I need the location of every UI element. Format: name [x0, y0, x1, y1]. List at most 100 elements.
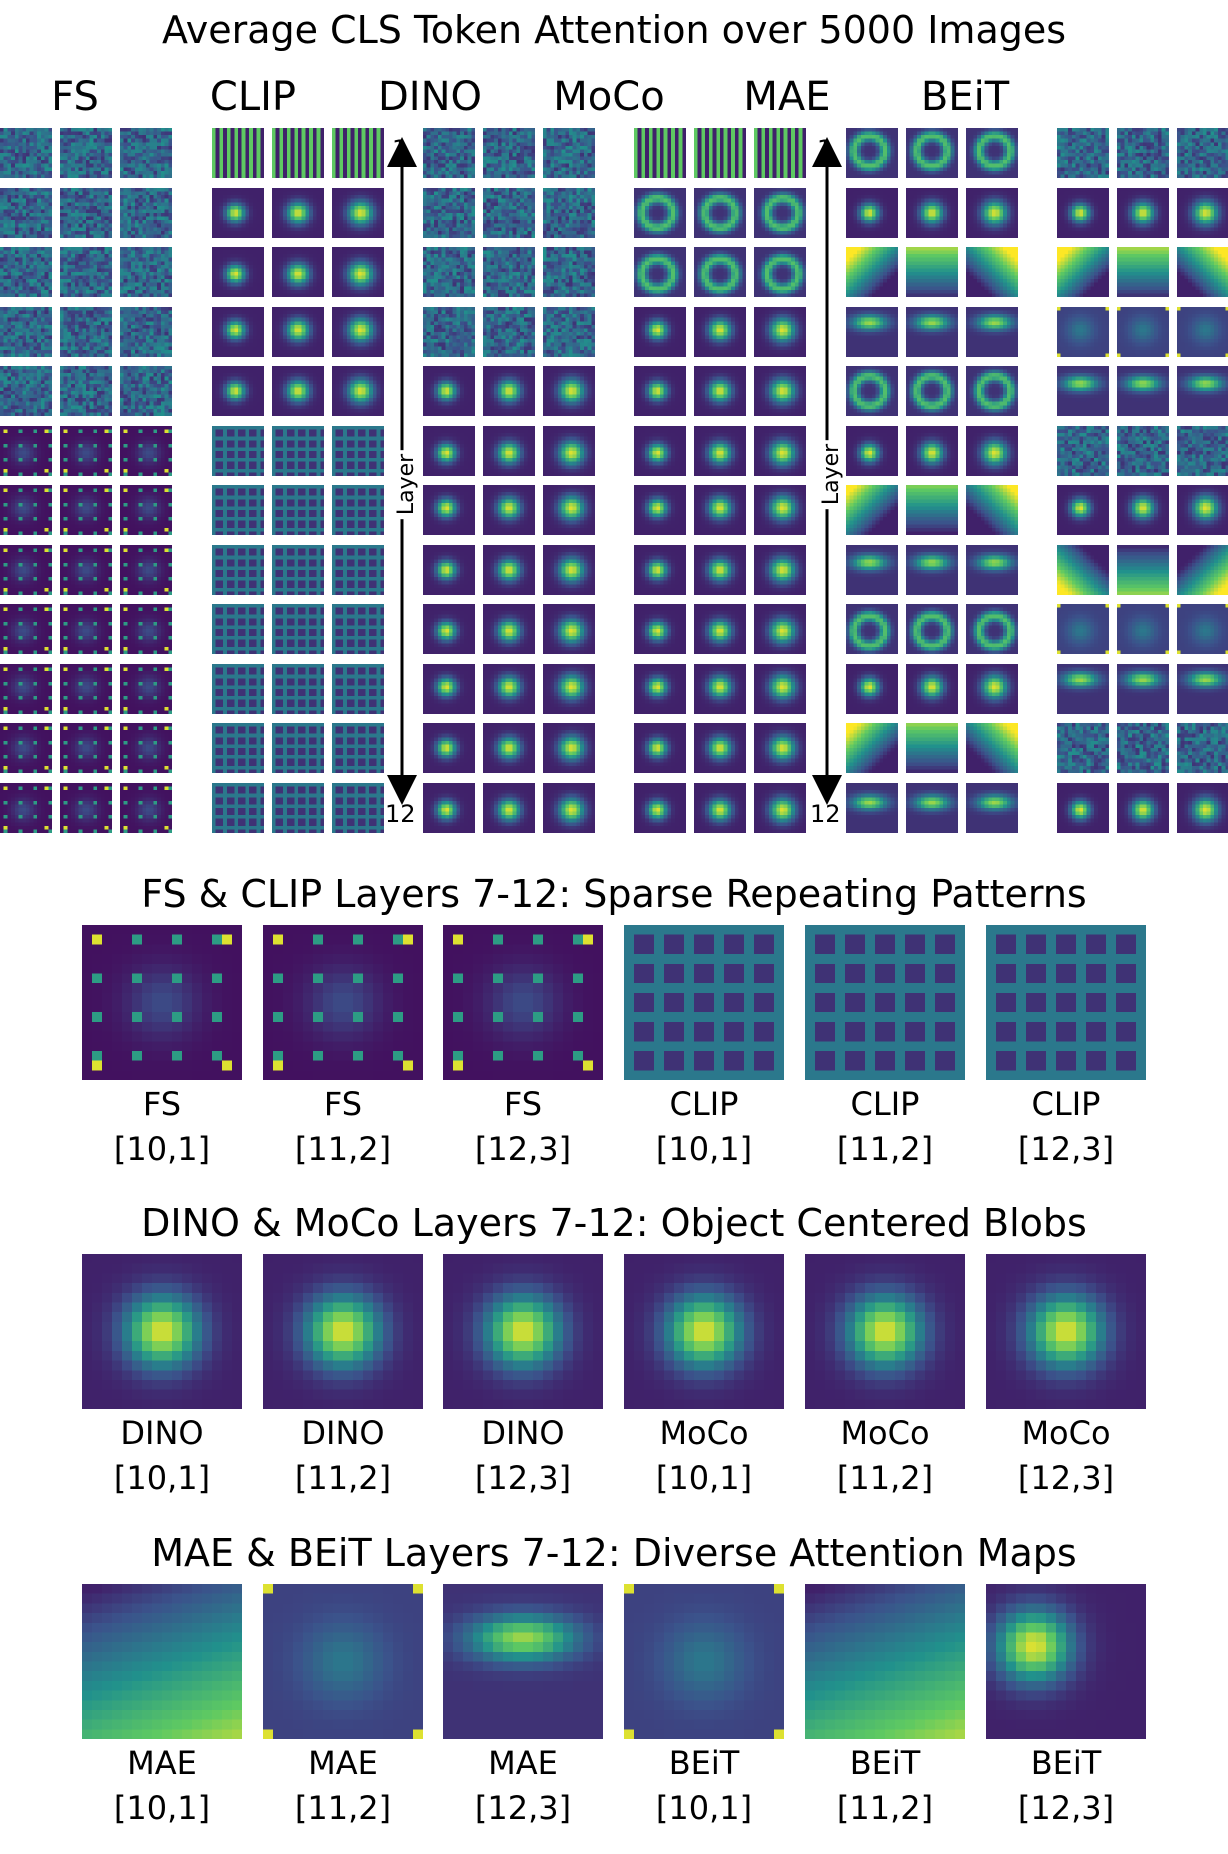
section2-heatmap-2	[263, 1254, 423, 1409]
heatmap-clip-layer10-head1	[212, 663, 264, 714]
section3-heatmap-2	[263, 1584, 423, 1739]
heatmap-moco-layer11-head3	[754, 723, 806, 773]
heatmap-dino-layer11-head3	[543, 723, 595, 773]
section2-heatmap-3	[443, 1254, 603, 1409]
heatmap-dino-layer6-head3	[543, 425, 595, 476]
heatmap-dino-layer1-head1	[423, 128, 475, 178]
heatmap-mae-layer3-head3	[966, 247, 1018, 297]
layer-axis-label-right: Layer	[819, 439, 845, 510]
heatmap-fs-layer9-head3	[120, 604, 172, 654]
heatmap-mae-layer10-head3	[966, 663, 1018, 714]
heatmap-clip-layer6-head2	[272, 425, 324, 476]
heatmap-moco-layer8-head2	[694, 544, 746, 595]
section1-caption-index-2: [11,2]	[263, 1130, 423, 1168]
heatmap-dino-layer2-head2	[483, 187, 535, 238]
heatmap-clip-layer9-head3	[332, 604, 384, 654]
heatmap-clip-layer10-head3	[332, 663, 384, 714]
heatmap-beit-layer8-head2	[1117, 544, 1169, 595]
heatmap-dino-layer4-head2	[483, 306, 535, 357]
section3-caption-model-4: BEiT	[624, 1744, 784, 1782]
heatmap-beit-layer2-head1	[1057, 187, 1109, 238]
heatmap-beit-layer5-head1	[1057, 366, 1109, 416]
heatmap-moco-layer12-head3	[754, 782, 806, 833]
heatmap-mae-layer3-head1	[846, 247, 898, 297]
heatmap-clip-layer1-head3	[332, 128, 384, 178]
section1-caption-model-2: FS	[263, 1085, 423, 1123]
heatmap-clip-layer8-head3	[332, 544, 384, 595]
heatmap-moco-layer12-head1	[634, 782, 686, 833]
heatmap-beit-layer6-head3	[1177, 425, 1228, 476]
section3-caption-model-3: MAE	[443, 1744, 603, 1782]
section3-caption-index-6: [12,3]	[986, 1789, 1146, 1827]
heatmap-moco-layer11-head2	[694, 723, 746, 773]
heatmap-beit-layer1-head2	[1117, 128, 1169, 178]
model-label-clip: CLIP	[158, 74, 348, 120]
section2-heatmap-5	[805, 1254, 965, 1409]
section1-caption-model-3: FS	[443, 1085, 603, 1123]
heatmap-moco-layer3-head3	[754, 247, 806, 297]
heatmap-moco-layer1-head2	[694, 128, 746, 178]
heatmap-clip-layer2-head3	[332, 187, 384, 238]
heatmap-fs-layer2-head1	[0, 187, 52, 238]
heatmap-mae-layer1-head1	[846, 128, 898, 178]
layer-num-bottom-right: 12	[810, 800, 841, 828]
section1-caption-index-1: [10,1]	[82, 1130, 242, 1168]
section1-caption-index-6: [12,3]	[986, 1130, 1146, 1168]
heatmap-beit-layer3-head1	[1057, 247, 1109, 297]
heatmap-clip-layer3-head1	[212, 247, 264, 297]
section3-heatmap-1	[82, 1584, 242, 1739]
heatmap-mae-layer3-head2	[906, 247, 958, 297]
heatmap-mae-layer12-head2	[906, 782, 958, 833]
heatmap-dino-layer12-head3	[543, 782, 595, 833]
heatmap-mae-layer5-head1	[846, 366, 898, 416]
heatmap-dino-layer11-head1	[423, 723, 475, 773]
section1-heatmap-4	[624, 925, 784, 1080]
heatmap-beit-layer6-head1	[1057, 425, 1109, 476]
heatmap-clip-layer11-head2	[272, 723, 324, 773]
heatmap-dino-layer9-head3	[543, 604, 595, 654]
heatmap-mae-layer7-head3	[966, 485, 1018, 535]
heatmap-dino-layer3-head2	[483, 247, 535, 297]
section3-caption-index-3: [12,3]	[443, 1789, 603, 1827]
heatmap-mae-layer8-head2	[906, 544, 958, 595]
heatmap-dino-layer8-head3	[543, 544, 595, 595]
heatmap-beit-layer2-head2	[1117, 187, 1169, 238]
heatmap-beit-layer9-head1	[1057, 604, 1109, 654]
heatmap-dino-layer7-head1	[423, 485, 475, 535]
model-label-mae: MAE	[692, 74, 882, 120]
heatmap-clip-layer9-head2	[272, 604, 324, 654]
heatmap-mae-layer11-head1	[846, 723, 898, 773]
heatmap-dino-layer10-head2	[483, 663, 535, 714]
heatmap-dino-layer5-head3	[543, 366, 595, 416]
heatmap-moco-layer1-head1	[634, 128, 686, 178]
heatmap-moco-layer6-head3	[754, 425, 806, 476]
heatmap-beit-layer1-head3	[1177, 128, 1228, 178]
heatmap-clip-layer5-head2	[272, 366, 324, 416]
section1-caption-index-5: [11,2]	[805, 1130, 965, 1168]
heatmap-clip-layer7-head2	[272, 485, 324, 535]
section1-caption-index-3: [12,3]	[443, 1130, 603, 1168]
heatmap-fs-layer6-head2	[60, 425, 112, 476]
heatmap-moco-layer5-head2	[694, 366, 746, 416]
heatmap-beit-layer12-head2	[1117, 782, 1169, 833]
heatmap-clip-layer4-head3	[332, 306, 384, 357]
section2-caption-model-2: DINO	[263, 1414, 423, 1452]
heatmap-beit-layer3-head3	[1177, 247, 1228, 297]
section3-heatmap-3	[443, 1584, 603, 1739]
heatmap-moco-layer9-head3	[754, 604, 806, 654]
heatmap-fs-layer4-head1	[0, 306, 52, 357]
heatmap-moco-layer2-head1	[634, 187, 686, 238]
heatmap-beit-layer11-head1	[1057, 723, 1109, 773]
heatmap-clip-layer6-head3	[332, 425, 384, 476]
heatmap-mae-layer4-head3	[966, 306, 1018, 357]
heatmap-mae-layer9-head2	[906, 604, 958, 654]
section-title-fs-clip: FS & CLIP Layers 7-12: Sparse Repeating …	[0, 872, 1228, 916]
heatmap-moco-layer8-head3	[754, 544, 806, 595]
section2-heatmap-6	[986, 1254, 1146, 1409]
heatmap-fs-layer2-head2	[60, 187, 112, 238]
heatmap-mae-layer1-head3	[966, 128, 1018, 178]
heatmap-mae-layer2-head3	[966, 187, 1018, 238]
section1-caption-model-5: CLIP	[805, 1085, 965, 1123]
heatmap-moco-layer10-head2	[694, 663, 746, 714]
section3-caption-model-1: MAE	[82, 1744, 242, 1782]
